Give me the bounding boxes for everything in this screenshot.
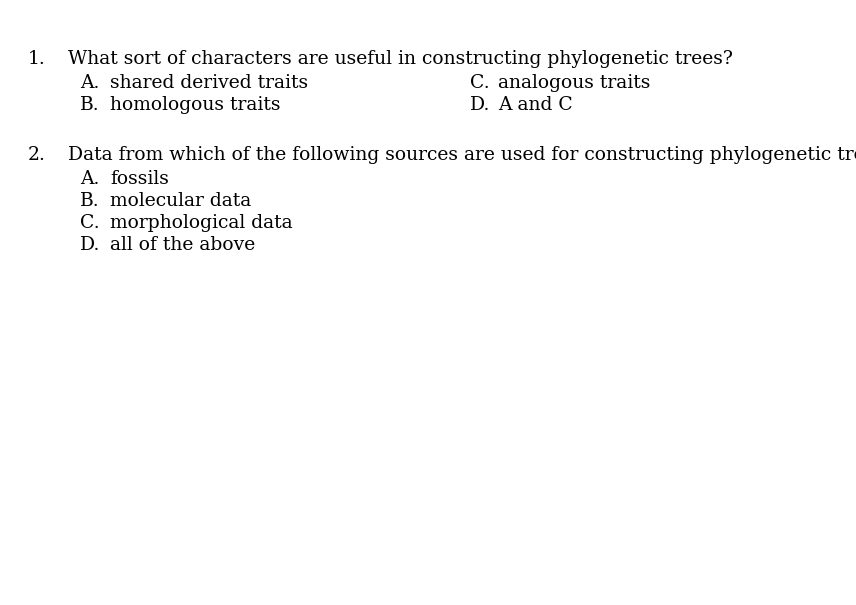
Text: 1.: 1. xyxy=(28,50,45,68)
Text: C.: C. xyxy=(80,214,99,232)
Text: D.: D. xyxy=(80,236,100,254)
Text: all of the above: all of the above xyxy=(110,236,255,254)
Text: A and C: A and C xyxy=(498,96,573,114)
Text: analogous traits: analogous traits xyxy=(498,74,651,92)
Text: B.: B. xyxy=(80,192,99,210)
Text: 2.: 2. xyxy=(28,146,46,164)
Text: D.: D. xyxy=(470,96,490,114)
Text: C.: C. xyxy=(470,74,490,92)
Text: homologous traits: homologous traits xyxy=(110,96,281,114)
Text: shared derived traits: shared derived traits xyxy=(110,74,308,92)
Text: What sort of characters are useful in constructing phylogenetic trees?: What sort of characters are useful in co… xyxy=(68,50,733,68)
Text: Data from which of the following sources are used for constructing phylogenetic : Data from which of the following sources… xyxy=(68,146,856,164)
Text: molecular data: molecular data xyxy=(110,192,252,210)
Text: B.: B. xyxy=(80,96,99,114)
Text: fossils: fossils xyxy=(110,170,169,188)
Text: morphological data: morphological data xyxy=(110,214,293,232)
Text: A.: A. xyxy=(80,170,99,188)
Text: A.: A. xyxy=(80,74,99,92)
